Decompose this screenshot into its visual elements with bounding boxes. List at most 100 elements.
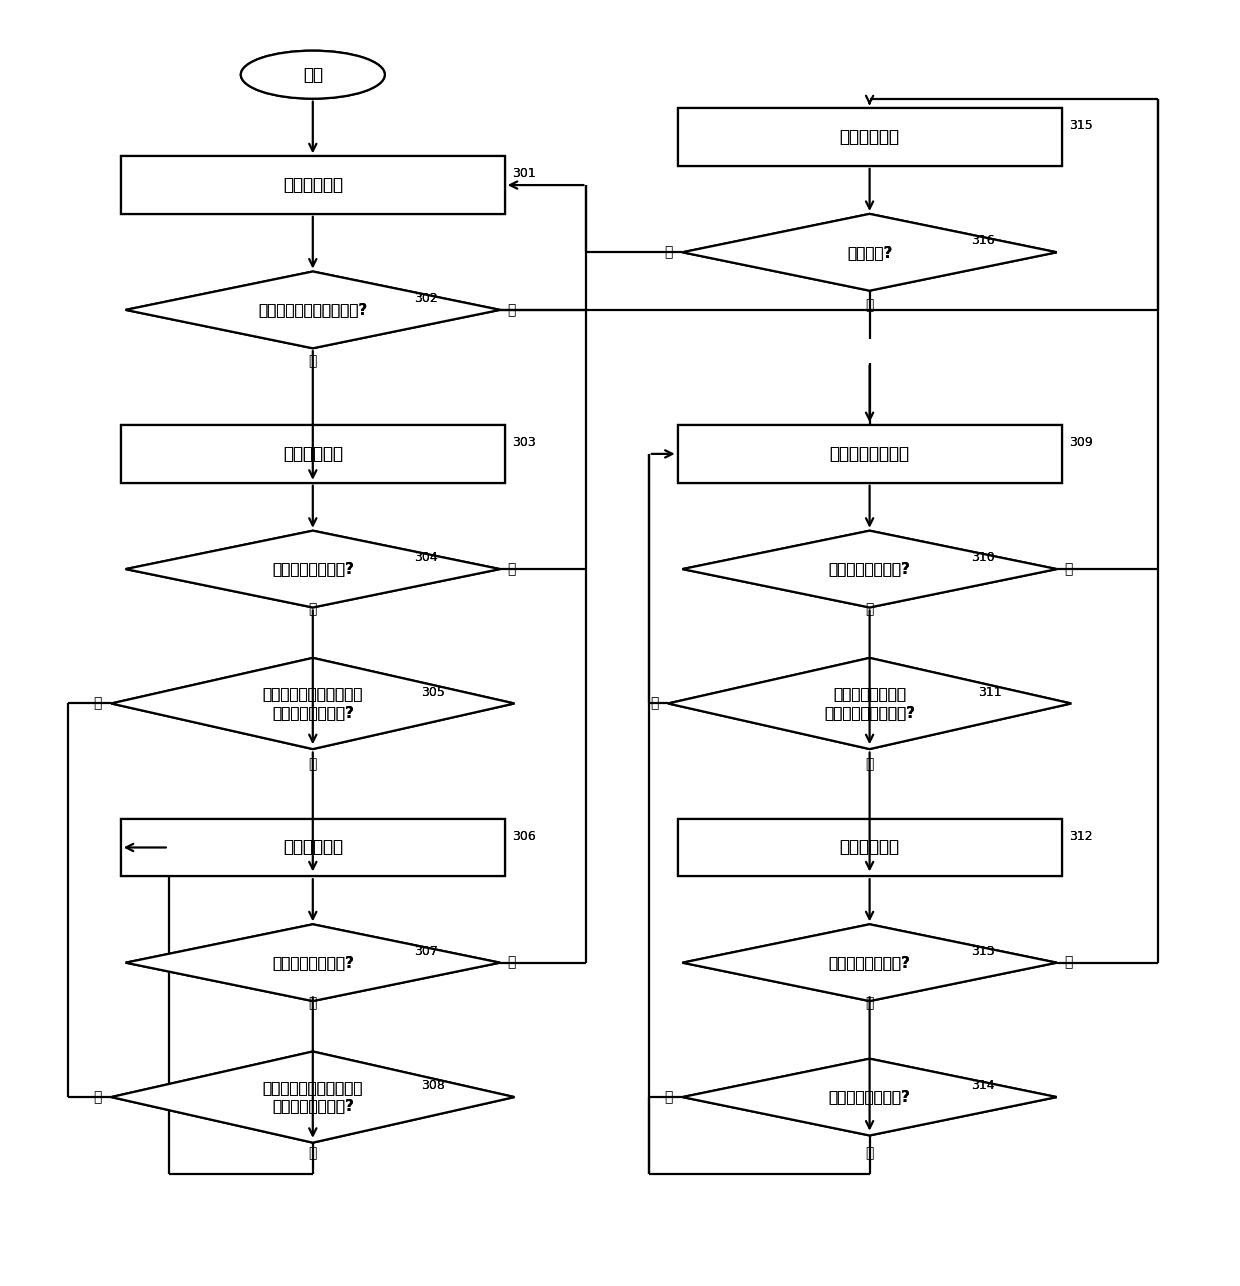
Text: 303: 303	[512, 436, 536, 449]
Text: 释放状态控制: 释放状态控制	[839, 129, 899, 147]
Text: 锁止状态控制: 锁止状态控制	[839, 838, 899, 856]
Text: 是: 是	[866, 757, 874, 772]
FancyBboxPatch shape	[677, 819, 1061, 876]
FancyBboxPatch shape	[120, 819, 505, 876]
Text: 304: 304	[414, 552, 438, 565]
Text: 307: 307	[414, 945, 438, 958]
Text: 301: 301	[512, 167, 536, 180]
Text: 304: 304	[414, 552, 438, 565]
Text: 目标模式返回解锁?: 目标模式返回解锁?	[272, 955, 353, 970]
Text: 目标模式返回解锁?: 目标模式返回解锁?	[828, 562, 910, 576]
Text: 滑差跟随状态控制: 滑差跟随状态控制	[830, 445, 910, 463]
Polygon shape	[682, 925, 1056, 1001]
FancyBboxPatch shape	[120, 426, 505, 482]
Text: 308: 308	[422, 1079, 445, 1092]
Text: 是: 是	[507, 955, 516, 970]
Text: 314: 314	[971, 1079, 994, 1092]
FancyBboxPatch shape	[677, 108, 1061, 166]
Text: 开始: 开始	[303, 66, 322, 84]
Text: 目标模式返回解锁?: 目标模式返回解锁?	[272, 562, 353, 576]
Polygon shape	[125, 925, 500, 1001]
FancyBboxPatch shape	[120, 157, 505, 213]
Text: 是: 是	[309, 1146, 317, 1160]
Text: 否: 否	[309, 995, 317, 1010]
Polygon shape	[112, 658, 515, 748]
Polygon shape	[668, 658, 1071, 748]
Text: 308: 308	[422, 1079, 445, 1092]
Text: 目标模式变成打滑?: 目标模式变成打滑?	[828, 1089, 910, 1105]
Text: 307: 307	[414, 945, 438, 958]
Text: 是: 是	[1064, 562, 1073, 576]
Text: 302: 302	[414, 292, 438, 305]
Polygon shape	[682, 531, 1056, 607]
Text: 311: 311	[978, 685, 1002, 698]
Polygon shape	[682, 925, 1056, 1001]
Polygon shape	[125, 531, 500, 607]
Polygon shape	[125, 271, 500, 349]
Text: 开始: 开始	[303, 66, 322, 84]
Text: 泄油完成?: 泄油完成?	[847, 244, 893, 260]
Text: 305: 305	[422, 685, 445, 698]
Text: 否: 否	[309, 602, 317, 616]
Text: 否: 否	[866, 602, 874, 616]
Text: 313: 313	[971, 945, 994, 958]
Text: 301: 301	[512, 167, 536, 180]
Text: 否: 否	[665, 1091, 673, 1105]
Text: 目标模式变成锁止
且已跟随目标打滑值?: 目标模式变成锁止 且已跟随目标打滑值?	[825, 687, 915, 720]
Text: 314: 314	[971, 1079, 994, 1092]
Polygon shape	[112, 658, 515, 748]
Text: 306: 306	[512, 829, 536, 842]
Ellipse shape	[241, 50, 384, 99]
Text: 泄油完成?: 泄油完成?	[847, 244, 893, 260]
Text: 309: 309	[1069, 436, 1092, 449]
Polygon shape	[125, 531, 500, 607]
Text: 309: 309	[1069, 436, 1092, 449]
Text: 否: 否	[507, 303, 516, 316]
Text: 311: 311	[978, 685, 1002, 698]
Text: 目标模式返回解锁?: 目标模式返回解锁?	[828, 562, 910, 576]
Text: 否: 否	[866, 298, 874, 312]
Text: 303: 303	[512, 436, 536, 449]
Text: 310: 310	[971, 552, 994, 565]
FancyBboxPatch shape	[677, 426, 1061, 482]
FancyBboxPatch shape	[677, 819, 1061, 876]
Text: 否: 否	[93, 697, 102, 710]
Polygon shape	[125, 271, 500, 349]
Polygon shape	[682, 531, 1056, 607]
Text: 316: 316	[971, 234, 994, 247]
Text: 锁止状态控制: 锁止状态控制	[839, 838, 899, 856]
FancyBboxPatch shape	[120, 157, 505, 213]
FancyBboxPatch shape	[120, 426, 505, 482]
Polygon shape	[682, 213, 1056, 291]
Text: 310: 310	[971, 552, 994, 565]
Ellipse shape	[241, 50, 384, 99]
Text: 是: 是	[309, 757, 317, 772]
Text: 312: 312	[1069, 829, 1092, 842]
Text: 302: 302	[414, 292, 438, 305]
Text: 目标模式保持打滑或锁止
且接合过程已完成?: 目标模式保持打滑或锁止 且接合过程已完成?	[263, 1080, 363, 1114]
FancyBboxPatch shape	[120, 819, 505, 876]
FancyBboxPatch shape	[677, 108, 1061, 166]
Text: 312: 312	[1069, 829, 1092, 842]
Polygon shape	[112, 1052, 515, 1143]
Text: 305: 305	[422, 685, 445, 698]
Text: 充油过程控制: 充油过程控制	[283, 445, 342, 463]
Polygon shape	[682, 1058, 1056, 1136]
Text: 306: 306	[512, 829, 536, 842]
Text: 315: 315	[1069, 120, 1092, 132]
FancyBboxPatch shape	[677, 426, 1061, 482]
Text: 充油过程控制: 充油过程控制	[283, 445, 342, 463]
Text: 是: 是	[507, 562, 516, 576]
Text: 316: 316	[971, 234, 994, 247]
Polygon shape	[682, 1058, 1056, 1136]
Polygon shape	[112, 1052, 515, 1143]
Text: 否: 否	[650, 697, 658, 710]
Text: 目标模式保持打滑或锁止
且充油过程已完成?: 目标模式保持打滑或锁止 且充油过程已完成?	[263, 687, 363, 720]
Text: 目标模式变成打滑?: 目标模式变成打滑?	[828, 1089, 910, 1105]
Text: 目标模式变成打滑或锁止?: 目标模式变成打滑或锁止?	[258, 302, 367, 318]
Polygon shape	[668, 658, 1071, 748]
Text: 目标模式返回解锁?: 目标模式返回解锁?	[272, 955, 353, 970]
Text: 解锁状态控制: 解锁状态控制	[283, 176, 342, 194]
Text: 接合过程控制: 接合过程控制	[283, 838, 342, 856]
Text: 313: 313	[971, 945, 994, 958]
